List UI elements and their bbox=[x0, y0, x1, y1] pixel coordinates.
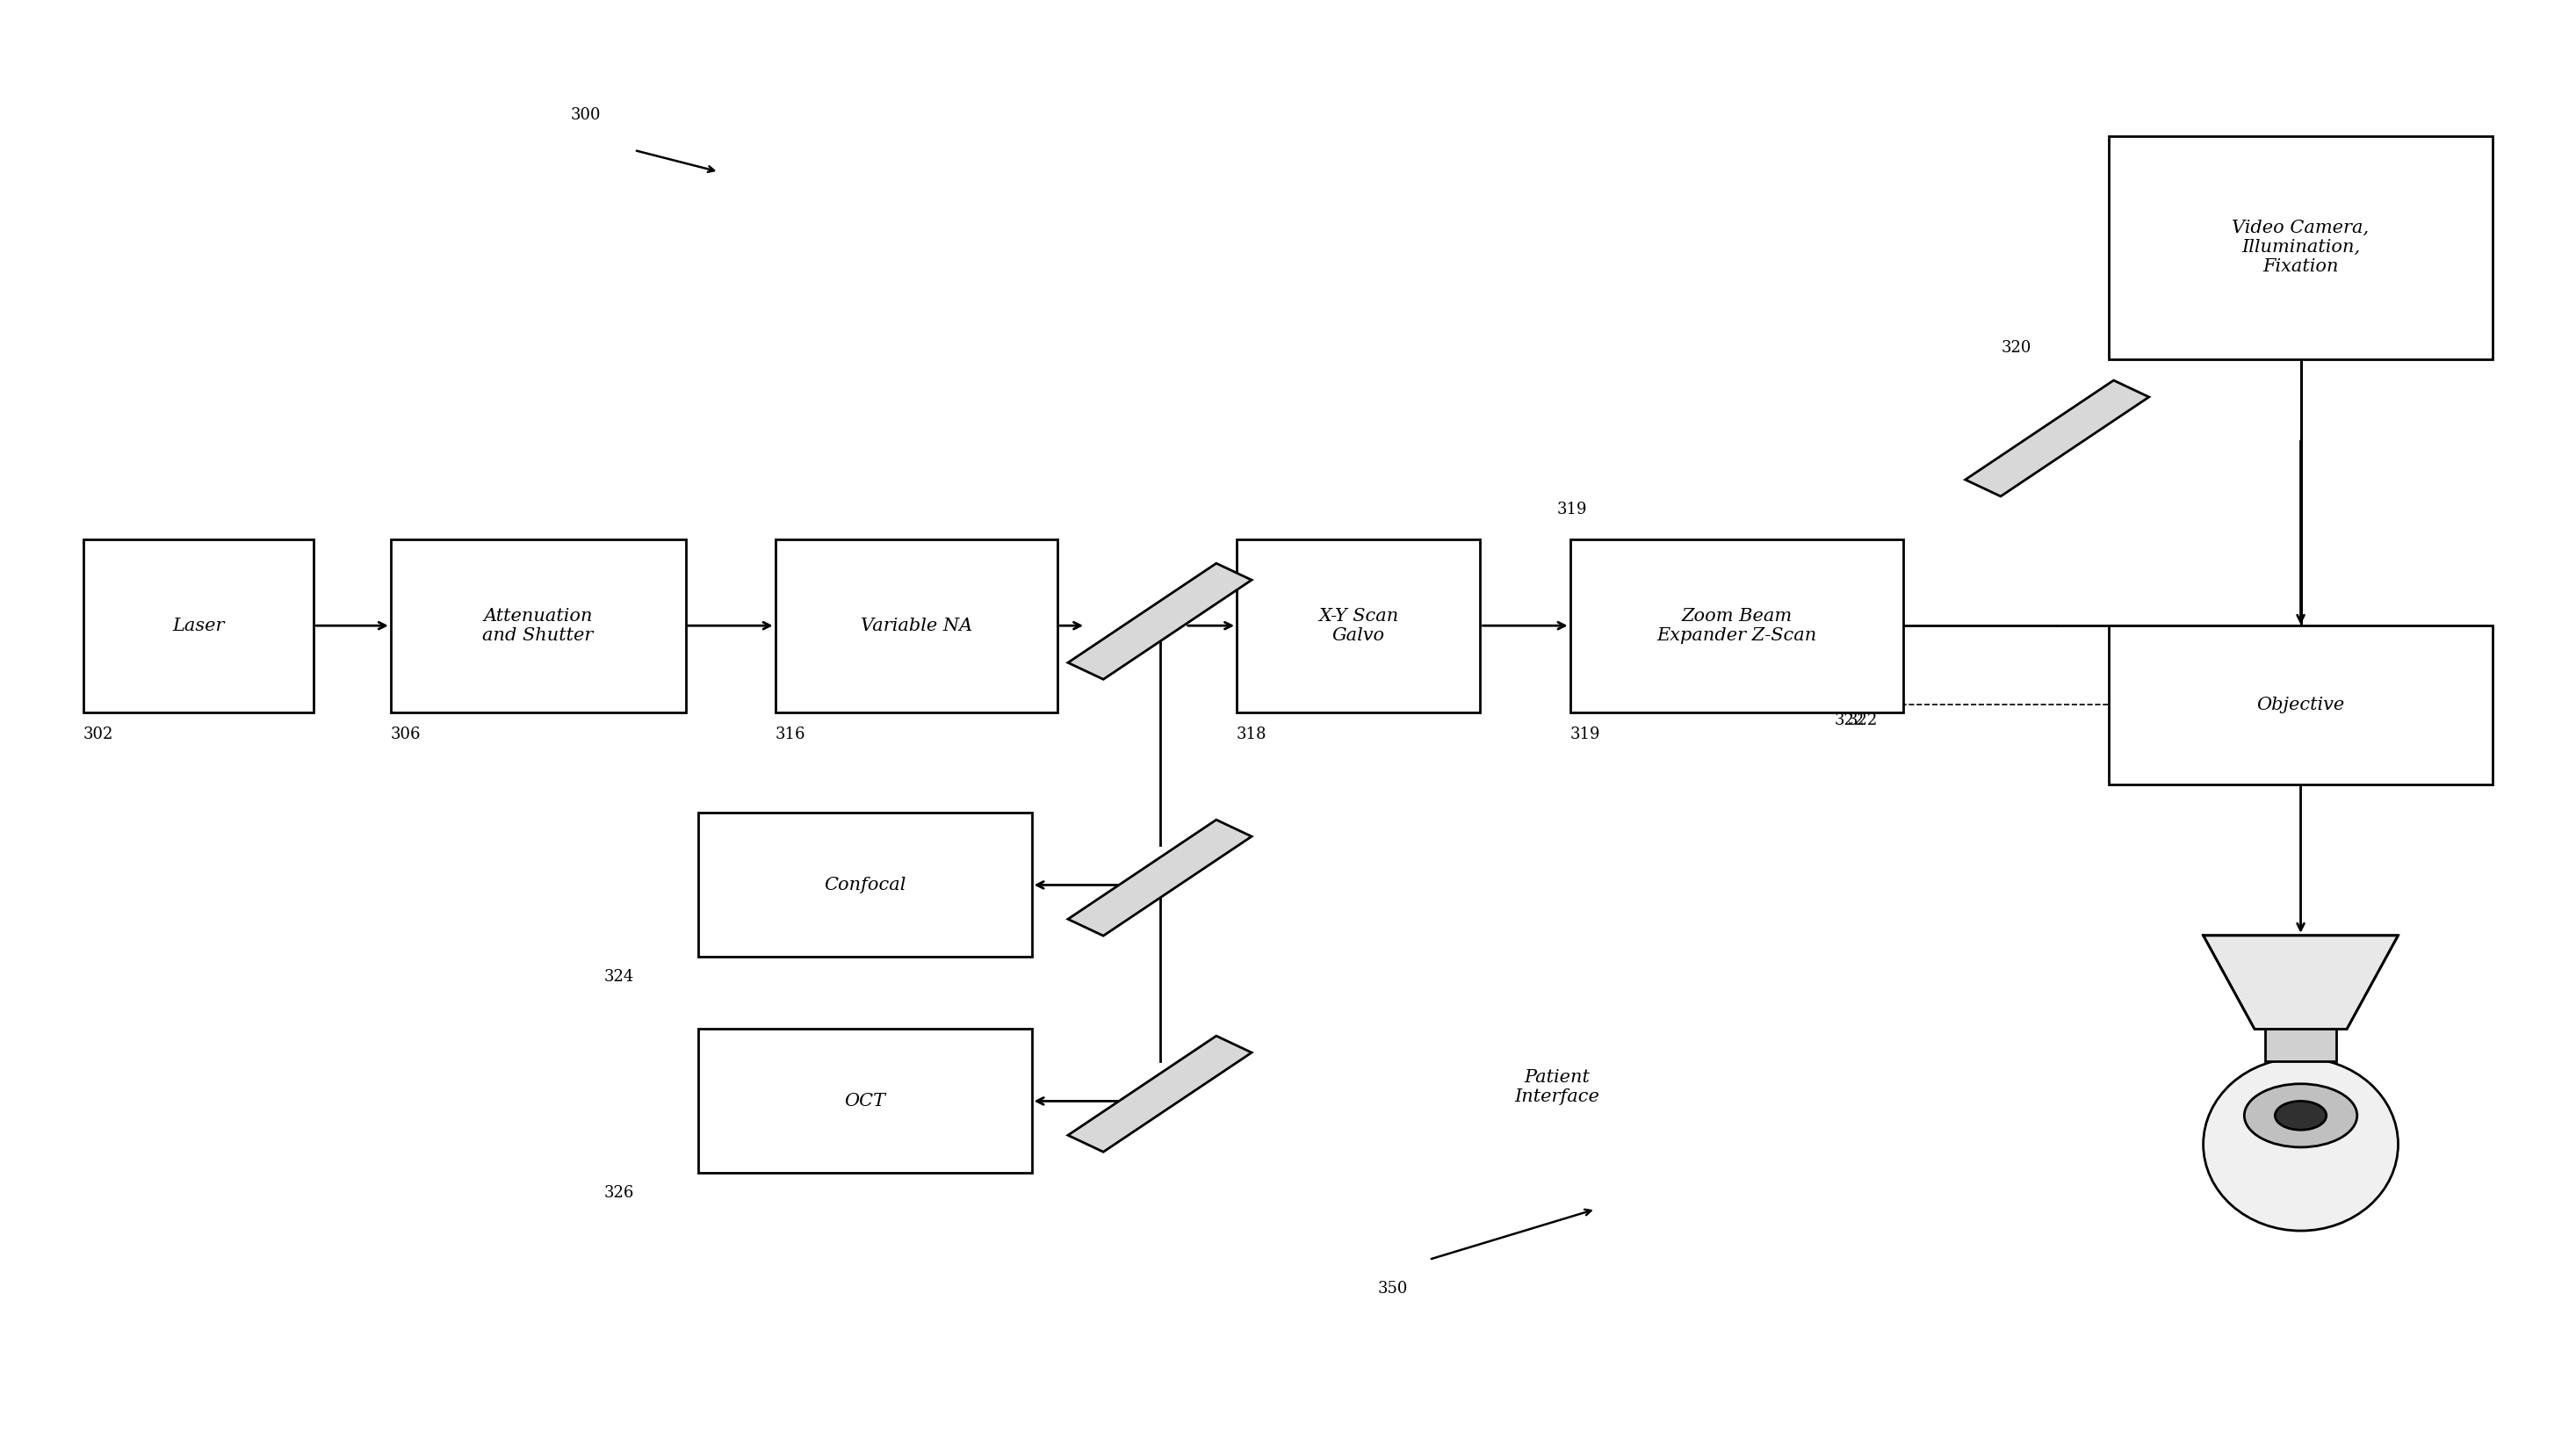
Polygon shape bbox=[1069, 1036, 1252, 1152]
Text: Objective: Objective bbox=[2257, 696, 2344, 713]
Text: 319: 319 bbox=[1569, 726, 1600, 742]
Polygon shape bbox=[1069, 564, 1252, 680]
Text: 320: 320 bbox=[2002, 340, 2032, 356]
Polygon shape bbox=[2202, 936, 2398, 1029]
Text: 324: 324 bbox=[605, 969, 634, 984]
Polygon shape bbox=[1069, 819, 1252, 936]
Text: 322: 322 bbox=[1847, 712, 1878, 728]
Text: 300: 300 bbox=[569, 108, 600, 122]
Bar bbox=[1236, 539, 1481, 712]
Bar bbox=[82, 539, 314, 712]
Bar bbox=[2107, 135, 2494, 359]
Text: 319: 319 bbox=[1558, 501, 1587, 517]
Bar bbox=[698, 812, 1030, 958]
Text: 326: 326 bbox=[603, 1184, 634, 1200]
Bar bbox=[2264, 1029, 2336, 1061]
Text: X-Y Scan
Galvo: X-Y Scan Galvo bbox=[1319, 607, 1399, 644]
Bar bbox=[775, 539, 1056, 712]
Text: 316: 316 bbox=[775, 726, 806, 742]
Text: Video Camera,
Illumination,
Fixation: Video Camera, Illumination, Fixation bbox=[2233, 219, 2370, 275]
Bar bbox=[1569, 539, 1904, 712]
Text: Attenuation
and Shutter: Attenuation and Shutter bbox=[482, 607, 592, 644]
Bar bbox=[392, 539, 685, 712]
Text: 350: 350 bbox=[1378, 1282, 1409, 1298]
Text: 306: 306 bbox=[392, 726, 420, 742]
Bar bbox=[2107, 626, 2494, 785]
Text: Zoom Beam
Expander Z-Scan: Zoom Beam Expander Z-Scan bbox=[1656, 607, 1816, 644]
Text: Patient
Interface: Patient Interface bbox=[1515, 1069, 1600, 1104]
Text: Variable NA: Variable NA bbox=[860, 618, 971, 634]
Circle shape bbox=[2244, 1084, 2357, 1148]
Text: 322: 322 bbox=[1834, 712, 1865, 728]
Text: Confocal: Confocal bbox=[824, 876, 907, 894]
Text: 318: 318 bbox=[1236, 726, 1267, 742]
Text: OCT: OCT bbox=[845, 1093, 886, 1110]
Circle shape bbox=[2275, 1101, 2326, 1130]
Ellipse shape bbox=[2202, 1058, 2398, 1231]
Text: Laser: Laser bbox=[173, 618, 224, 634]
Bar bbox=[698, 1029, 1030, 1173]
Text: 302: 302 bbox=[82, 726, 113, 742]
Polygon shape bbox=[1965, 381, 2148, 497]
